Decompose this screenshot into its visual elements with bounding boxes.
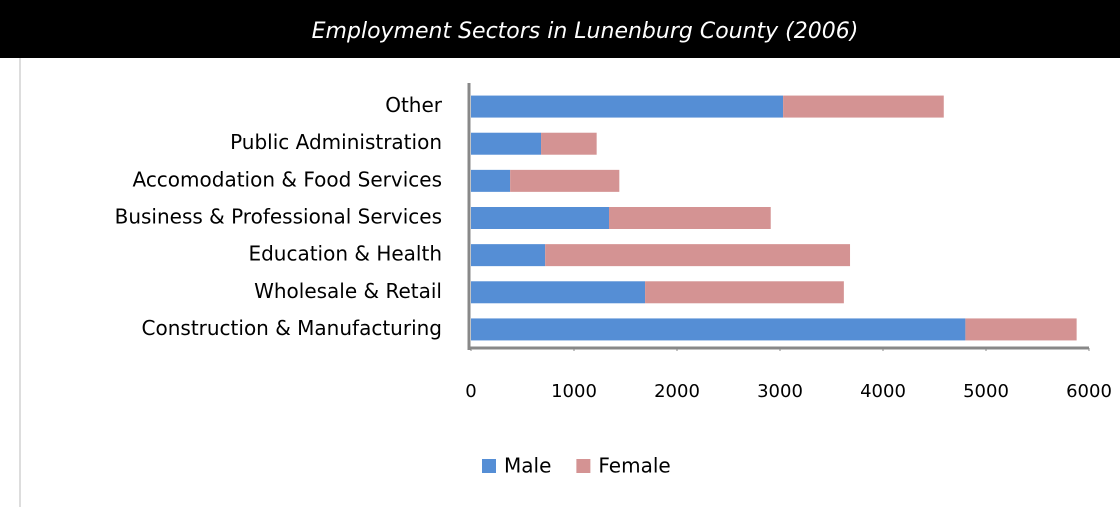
bar (471, 169, 511, 192)
y-tick-label: Construction & Manufacturing (142, 316, 442, 340)
legend-label: Male (504, 454, 551, 478)
bar (545, 244, 851, 267)
chart-title: Employment Sectors in Lunenburg County (… (312, 19, 859, 44)
bar (783, 95, 944, 118)
x-tick-label: 2000 (654, 381, 700, 402)
title-bar (0, 0, 1120, 58)
y-tick-label: Wholesale & Retail (254, 279, 442, 303)
x-tick-label: 3000 (757, 381, 803, 402)
bar (645, 281, 844, 304)
bar (471, 281, 646, 304)
bar (471, 318, 966, 341)
bar (541, 132, 597, 155)
y-tick-label: Public Administration (230, 130, 442, 154)
y-tick-label: Business & Professional Services (115, 205, 442, 229)
x-tick-label: 0 (465, 381, 476, 402)
x-tick-label: 4000 (860, 381, 906, 402)
bar (471, 95, 784, 118)
bar (965, 318, 1077, 341)
legend-label: Female (598, 454, 670, 478)
bar (471, 207, 610, 229)
x-tick-label: 6000 (1066, 381, 1112, 402)
legend-swatch (576, 459, 591, 473)
y-tick-label: Other (385, 93, 443, 117)
x-tick-label: 5000 (963, 381, 1009, 402)
x-tick-label: 1000 (551, 381, 597, 402)
bar (609, 207, 771, 229)
bar (471, 244, 546, 267)
legend-swatch (482, 459, 496, 473)
bar (510, 169, 620, 192)
y-tick-label: Education & Health (248, 242, 442, 266)
y-tick-label: Accomodation & Food Services (132, 167, 442, 191)
bar (471, 132, 542, 155)
